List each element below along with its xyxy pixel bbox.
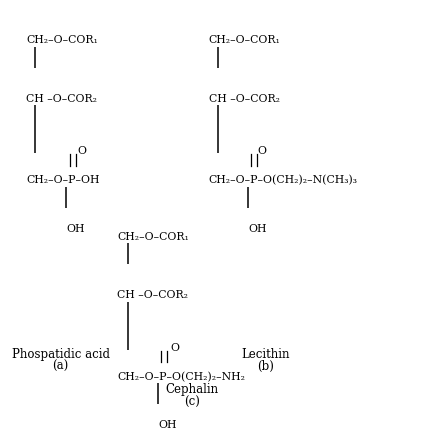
Text: CH –O–COR₂: CH –O–COR₂	[117, 290, 189, 301]
Text: O: O	[77, 146, 86, 156]
Text: O: O	[170, 343, 179, 353]
Text: O: O	[257, 146, 266, 156]
Text: CH₂–O–COR₁: CH₂–O–COR₁	[26, 35, 98, 45]
Text: CH₂–O–COR₁: CH₂–O–COR₁	[117, 232, 189, 242]
Text: CH₂–O–P–O(CH₂)₂–N(CH₃)₃: CH₂–O–P–O(CH₂)₂–N(CH₃)₃	[208, 175, 357, 186]
Text: CH₂–O–P–O(CH₂)₂–NH₂: CH₂–O–P–O(CH₂)₂–NH₂	[117, 372, 246, 382]
Text: (c): (c)	[184, 396, 200, 409]
Text: CH –O–COR₂: CH –O–COR₂	[26, 94, 97, 104]
Text: Cephalin: Cephalin	[166, 383, 219, 396]
Text: (b): (b)	[257, 360, 274, 373]
Text: (a): (a)	[53, 360, 69, 373]
Text: Phospatidic acid: Phospatidic acid	[12, 348, 110, 361]
Text: OH: OH	[66, 224, 84, 234]
Text: CH₂–O–P–OH: CH₂–O–P–OH	[26, 175, 100, 185]
Text: Lecithin: Lecithin	[241, 348, 289, 361]
Text: OH: OH	[158, 420, 176, 430]
Text: CH₂–O–COR₁: CH₂–O–COR₁	[208, 35, 281, 45]
Text: CH –O–COR₂: CH –O–COR₂	[208, 94, 280, 104]
Text: OH: OH	[248, 224, 267, 234]
